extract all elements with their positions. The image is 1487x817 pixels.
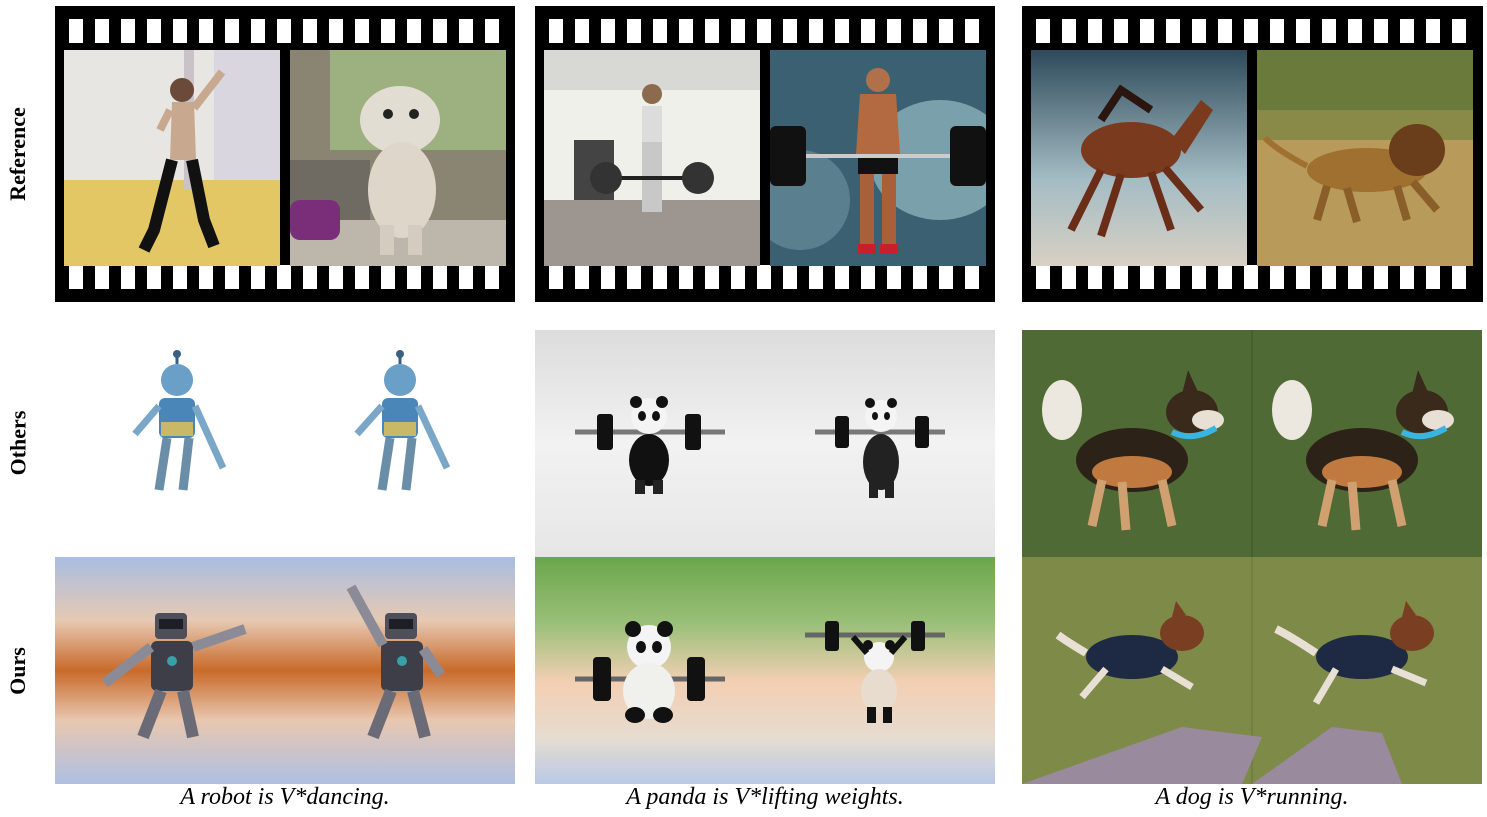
others-panda-1 bbox=[575, 396, 725, 494]
film-perforations-top bbox=[63, 19, 507, 43]
reference-frame-man-dancing bbox=[64, 50, 280, 266]
film-perforations-top bbox=[543, 19, 987, 43]
others-panda-2 bbox=[815, 398, 945, 498]
others-dog-panel bbox=[1022, 330, 1482, 557]
film-perforations-bottom bbox=[1030, 265, 1475, 289]
film-perforations-top bbox=[1030, 19, 1475, 43]
reference-frame-horse bbox=[1031, 50, 1247, 266]
others-robot-2 bbox=[354, 350, 451, 491]
reference-frame-woman-lifting bbox=[544, 50, 760, 266]
film-strip-dog bbox=[1022, 6, 1483, 302]
row-label-others: Others bbox=[5, 410, 31, 476]
ours-dog-panel bbox=[1022, 557, 1482, 784]
others-dog-2 bbox=[1272, 370, 1454, 531]
caption-dog: A dog is V*running. bbox=[1155, 784, 1349, 810]
reference-frame-lion bbox=[1257, 50, 1473, 266]
ours-panda-1 bbox=[575, 621, 725, 723]
film-perforations-bottom bbox=[63, 265, 507, 289]
film-strip-panda bbox=[535, 6, 995, 302]
ours-panda-2 bbox=[805, 621, 945, 723]
others-panda-panel bbox=[535, 330, 995, 557]
caption-robot: A robot is V*dancing. bbox=[180, 784, 390, 810]
ours-robot-panel bbox=[55, 557, 515, 784]
ours-robot-1 bbox=[101, 613, 247, 740]
ours-dog-2 bbox=[1274, 601, 1434, 705]
ours-dog-1 bbox=[1055, 601, 1204, 700]
film-perforations-bottom bbox=[543, 265, 987, 289]
film-strip-robot bbox=[55, 6, 515, 302]
caption-panda: A panda is V*lifting weights. bbox=[626, 784, 904, 810]
ours-panda-panel bbox=[535, 557, 995, 784]
reference-frame-toy-dog bbox=[290, 50, 506, 266]
row-label-reference: Reference bbox=[5, 107, 31, 201]
ours-robot-2 bbox=[346, 584, 446, 740]
reference-frame-man-lifting bbox=[770, 50, 986, 266]
row-label-ours: Ours bbox=[5, 646, 30, 695]
others-dog-1 bbox=[1042, 370, 1224, 531]
others-robot-panel bbox=[55, 330, 515, 556]
others-robot-1 bbox=[132, 350, 227, 491]
